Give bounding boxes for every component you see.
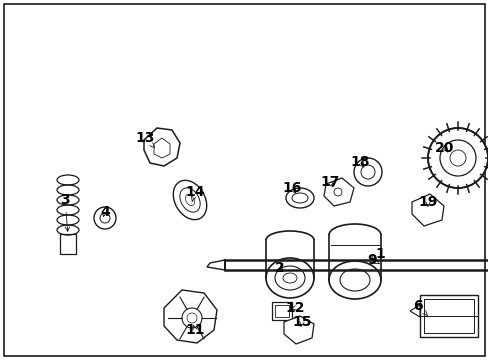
Polygon shape (163, 290, 217, 343)
Text: 6: 6 (412, 299, 427, 316)
Text: 19: 19 (417, 195, 437, 209)
Ellipse shape (173, 180, 206, 220)
Ellipse shape (285, 188, 313, 208)
Text: 8: 8 (0, 359, 1, 360)
Text: 21: 21 (0, 359, 1, 360)
Ellipse shape (265, 258, 313, 298)
Circle shape (427, 128, 487, 188)
Ellipse shape (339, 269, 369, 291)
Text: 15: 15 (292, 315, 311, 329)
Circle shape (333, 188, 341, 196)
Polygon shape (284, 316, 313, 344)
Circle shape (449, 150, 465, 166)
Ellipse shape (328, 261, 380, 299)
Polygon shape (324, 178, 353, 206)
Text: 10: 10 (0, 359, 1, 360)
Bar (60, 234, 76, 254)
Text: 4: 4 (100, 205, 110, 219)
Ellipse shape (274, 266, 305, 290)
Polygon shape (411, 194, 443, 226)
Text: 22: 22 (0, 359, 1, 360)
Text: 24: 24 (0, 359, 1, 360)
Text: 18: 18 (349, 155, 369, 169)
Text: 1: 1 (370, 247, 384, 261)
Text: 12: 12 (285, 301, 304, 315)
Polygon shape (206, 260, 224, 270)
Ellipse shape (291, 193, 307, 203)
Text: 23: 23 (0, 359, 1, 360)
Text: 17: 17 (320, 175, 339, 189)
Polygon shape (154, 138, 170, 158)
Text: 9: 9 (366, 253, 379, 267)
Text: 20: 20 (434, 141, 454, 155)
Polygon shape (143, 128, 180, 166)
Text: 5: 5 (0, 359, 1, 360)
Ellipse shape (283, 273, 296, 283)
Ellipse shape (185, 194, 194, 206)
Polygon shape (409, 305, 419, 317)
Circle shape (353, 158, 381, 186)
Text: 3: 3 (60, 193, 70, 231)
Bar (423, 299, 473, 333)
Text: 2: 2 (275, 261, 285, 275)
Text: 7: 7 (0, 359, 1, 360)
Bar (271, 302, 291, 320)
Bar (419, 295, 477, 337)
Circle shape (439, 140, 475, 176)
Circle shape (360, 165, 374, 179)
Text: 11: 11 (185, 323, 204, 337)
Text: 13: 13 (135, 131, 155, 148)
Text: 14: 14 (185, 185, 204, 202)
Ellipse shape (180, 188, 200, 212)
Bar (274, 305, 288, 317)
Text: 16: 16 (282, 181, 301, 195)
